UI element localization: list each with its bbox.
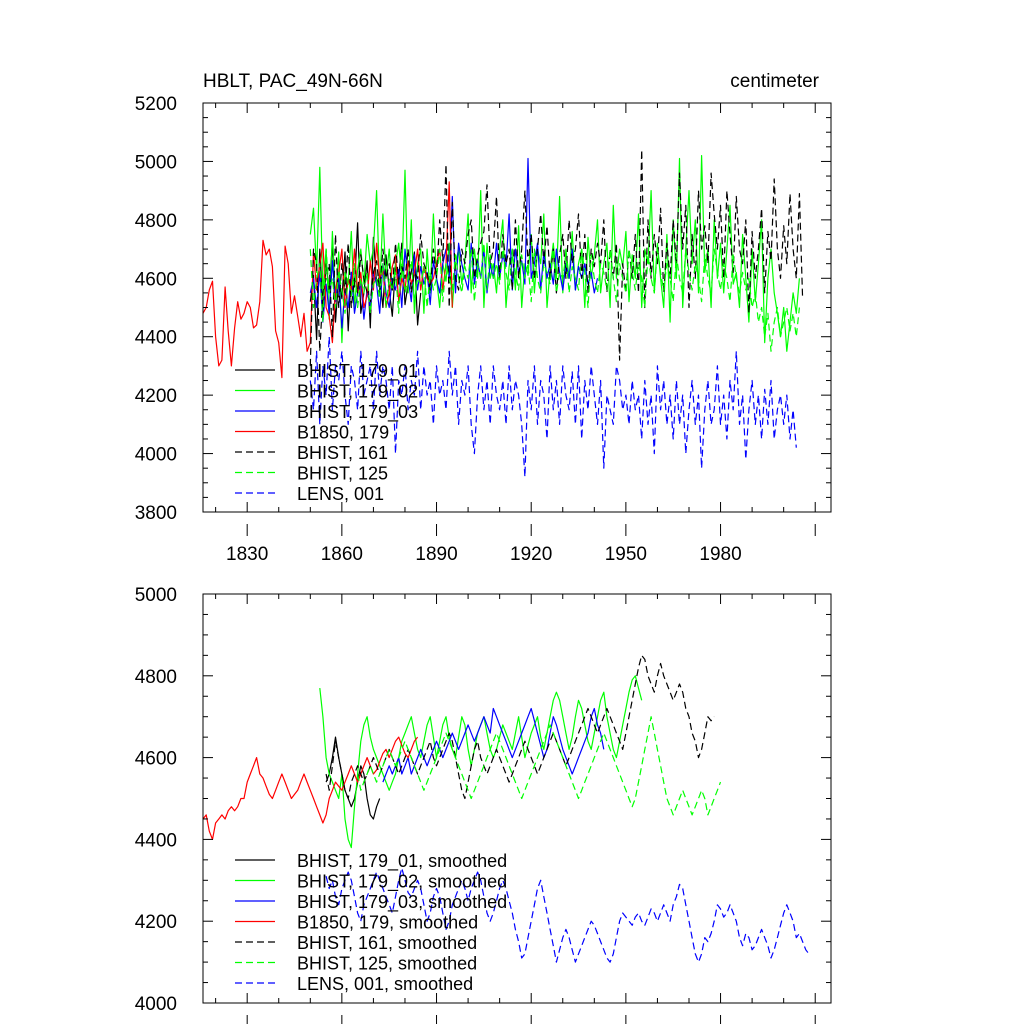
- x-tick-label: 1860: [321, 544, 363, 565]
- top-panel: 3800 4000 4200 4400 4600 4800 5000 5200 1830 1860…: [135, 94, 832, 565]
- x-tick-label: 1830: [226, 544, 268, 565]
- legend-label: BHIST, 179_02: [297, 382, 418, 403]
- legend-label: BHIST, 179_03: [297, 402, 418, 423]
- y-tick-label: 4600: [135, 749, 177, 770]
- legend-label: BHIST, 179_01, smoothed: [297, 851, 507, 872]
- y-tick-label: 5000: [135, 152, 177, 173]
- plot-units-title: centimeter: [730, 71, 819, 92]
- y-tick-label: 4400: [135, 830, 177, 851]
- legend-label: BHIST, 179_01: [297, 361, 418, 382]
- series-line-bhist-125-smoothed: [357, 716, 722, 816]
- y-tick-label: 4800: [135, 211, 177, 232]
- legend-label: BHIST, 125: [297, 464, 388, 484]
- y-tick-label: 4400: [135, 328, 177, 349]
- legend-label: LENS, 001: [297, 484, 384, 504]
- legend-label: BHIST, 125, smoothed: [297, 954, 477, 974]
- y-tick-label: 4800: [135, 667, 177, 688]
- series-line-b1850-179-smoothed: [203, 736, 419, 841]
- y-tick-label: 4200: [135, 386, 177, 407]
- series-line-lens-001-smoothed: [325, 867, 810, 963]
- legend-label: BHIST, 179_02, smoothed: [297, 872, 507, 893]
- legend-label: B1850, 179: [297, 423, 389, 443]
- x-tick-label: 1980: [699, 544, 741, 565]
- legend-label: B1850, 179, smoothed: [297, 913, 478, 933]
- x-tick-label: 1920: [510, 544, 552, 565]
- y-tick-label: 5200: [135, 94, 177, 115]
- y-tick-label: 4600: [135, 269, 177, 290]
- series-line-bhist-179-01-smoothed: [325, 736, 381, 820]
- x-tick-label: 1950: [605, 544, 647, 565]
- x-tick-label: 1890: [415, 544, 457, 565]
- legend-label: LENS, 001, smoothed: [297, 974, 473, 994]
- bottom-panel: 4000 4200 4400 4600 4800 5000 BHIST, 179_01, s…: [135, 585, 832, 1024]
- y-tick-label: 4000: [135, 445, 177, 466]
- series-line-bhist-161-smoothed: [325, 654, 715, 800]
- legend-label: BHIST, 179_03, smoothed: [297, 892, 507, 913]
- y-tick-label: 4000: [135, 994, 177, 1015]
- y-tick-label: 4200: [135, 912, 177, 933]
- series-line-b1850-179: [203, 181, 453, 379]
- y-tick-label: 5000: [135, 585, 177, 606]
- series-line-lens-001: [309, 336, 797, 478]
- plot-left-title: HBLT, PAC_49N-66N: [203, 71, 383, 92]
- series-line-bhist-161: [309, 149, 804, 366]
- series-line-bhist-179-03-smoothed: [382, 707, 605, 783]
- legend-label: BHIST, 161, smoothed: [297, 933, 477, 953]
- y-tick-label: 3800: [135, 503, 177, 524]
- series-line-bhist-125: [309, 242, 800, 352]
- legend-label: BHIST, 161: [297, 443, 388, 463]
